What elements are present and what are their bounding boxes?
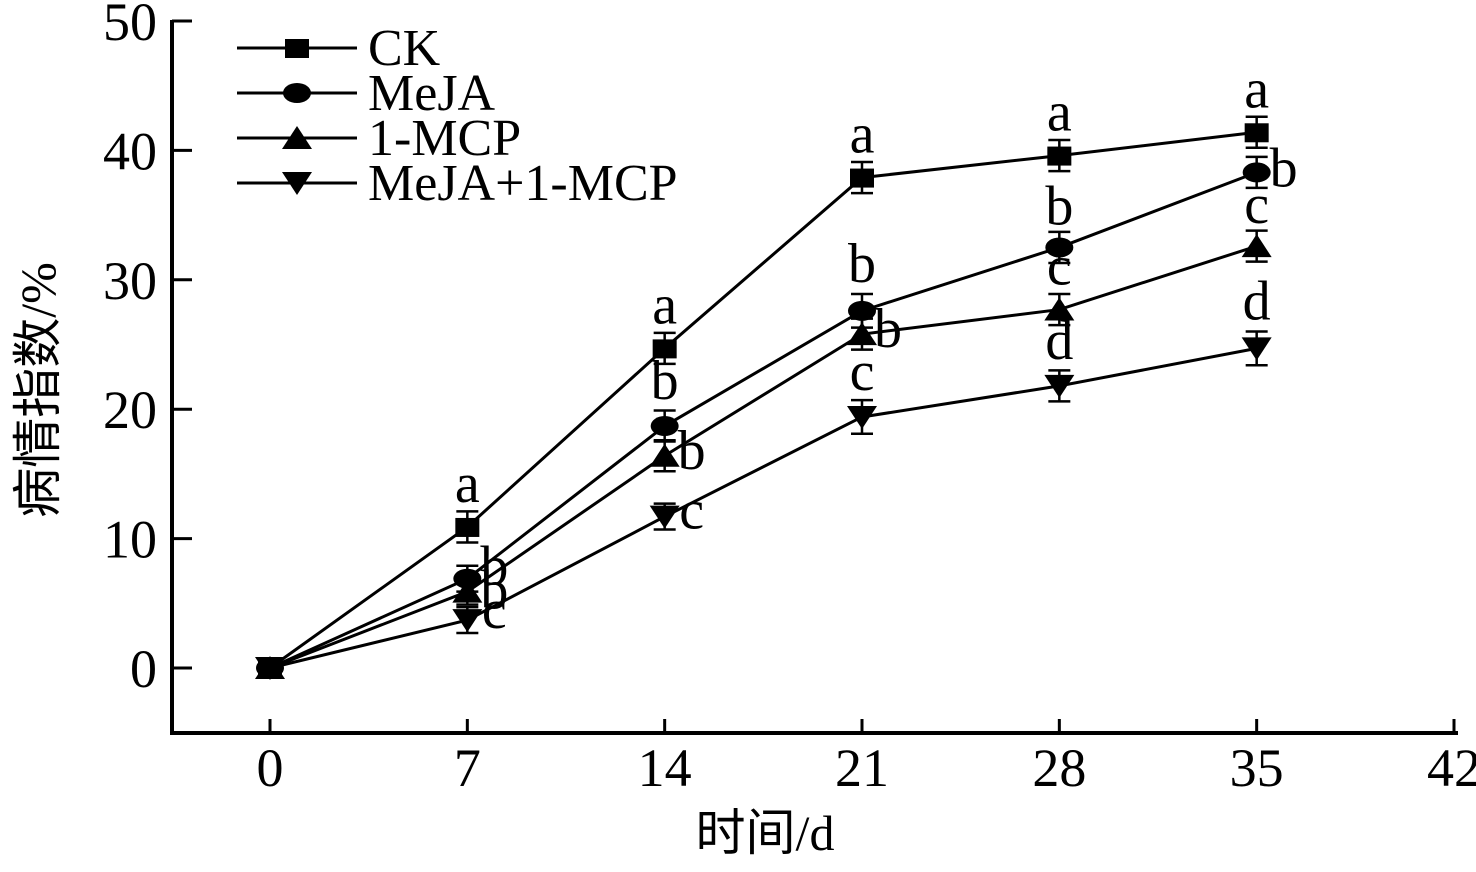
significance-letter: a (850, 104, 875, 166)
legend-marker-triangle-down (282, 172, 312, 195)
significance-letter: b (1045, 175, 1073, 237)
significance-letter: c (679, 480, 704, 542)
legend-marker-square (285, 39, 309, 58)
legend-label: MeJA (368, 65, 496, 122)
x-tick-label: 21 (835, 738, 889, 798)
data-point-marker (1242, 162, 1271, 183)
data-point-marker (1241, 337, 1272, 361)
y-tick-label: 0 (130, 639, 157, 699)
data-point-marker (1044, 374, 1075, 398)
significance-letter: b (848, 233, 876, 295)
y-tick-label: 30 (103, 251, 157, 311)
data-point-marker (650, 416, 679, 437)
x-tick-label: 35 (1230, 738, 1284, 798)
y-tick-label: 20 (103, 380, 157, 440)
significance-letter: a (455, 453, 480, 515)
data-point-marker (455, 517, 480, 537)
significance-letter: d (1045, 310, 1073, 372)
x-tick-label: 42 (1427, 738, 1476, 798)
legend-item-CK: CK (237, 20, 441, 77)
significance-letter: b (651, 350, 679, 412)
significance-letter: c (850, 341, 875, 403)
legend-item-1-MCP: 1-MCP (237, 110, 521, 167)
data-point-marker (847, 322, 877, 346)
significance-letter: d (1243, 270, 1271, 332)
data-point-marker (847, 405, 877, 429)
significance-letter: a (1047, 82, 1072, 144)
data-point-marker (848, 300, 876, 321)
legend-marker-circle (283, 83, 311, 103)
x-tick-label: 0 (257, 738, 284, 798)
legend-item-MeJA+1-MCP: MeJA+1-MCP (237, 155, 678, 212)
y-tick-label: 40 (103, 121, 157, 181)
x-tick-label: 7 (454, 738, 481, 798)
significance-letter: c (1244, 174, 1269, 236)
series-line (269, 244, 1258, 670)
data-point-marker (1045, 237, 1074, 258)
legend-label: MeJA+1-MCP (368, 155, 678, 212)
series-line (269, 346, 1257, 670)
significance-letter: b (874, 298, 902, 360)
data-point-marker (850, 168, 874, 188)
legend-label: CK (368, 20, 441, 77)
data-point-marker (1044, 297, 1075, 321)
data-point-marker (649, 443, 680, 467)
data-point-marker (452, 579, 483, 603)
y-axis-title: 病情指数/% (10, 262, 66, 518)
legend-marker-triangle-up (282, 126, 312, 149)
series-MeJA+1-MCP: c c c d d (255, 270, 1272, 680)
data-point-marker (1244, 123, 1269, 143)
significance-letter: a (1244, 58, 1269, 120)
significance-letter: c (482, 579, 507, 641)
significance-letter: a (652, 274, 677, 336)
significance-letter: c (1047, 236, 1072, 298)
significance-letter: b (678, 420, 706, 482)
legend-item-MeJA: MeJA (237, 65, 496, 122)
x-tick-label: 28 (1032, 738, 1086, 798)
y-tick-label: 10 (103, 510, 157, 570)
legend-label: 1-MCP (368, 110, 521, 167)
series-line (269, 170, 1258, 670)
x-tick-label: 14 (638, 738, 692, 798)
series-line (269, 130, 1257, 670)
significance-letter: b (1270, 137, 1298, 199)
y-tick-label: 50 (103, 0, 157, 52)
data-point-marker (452, 609, 483, 633)
data-point-marker (649, 505, 680, 529)
x-axis-title: 时间/d (696, 805, 835, 861)
data-point-marker (652, 339, 677, 359)
series-CK: a a a a a (258, 58, 1269, 678)
axes: 0 7 14 21 28 35 42 0 10 20 30 40 50 (103, 0, 1476, 798)
data-point-marker (1047, 146, 1072, 166)
data-point-marker (255, 657, 285, 680)
data-point-marker (1241, 234, 1272, 258)
